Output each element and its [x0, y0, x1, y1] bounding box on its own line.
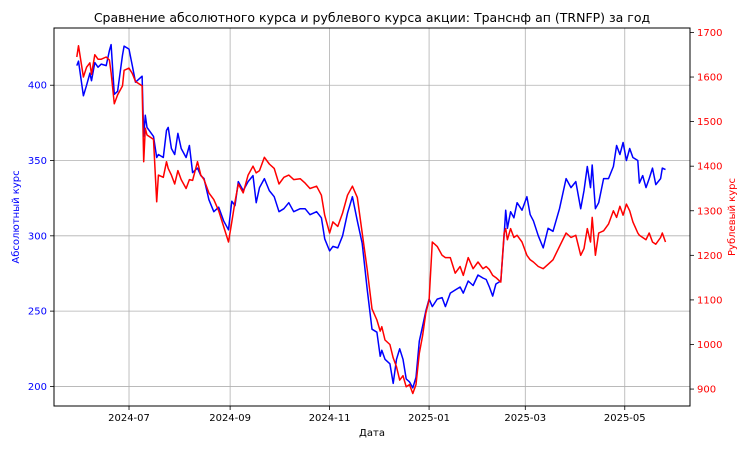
- grid-lines: [54, 28, 690, 406]
- x-axis-ticks: 2024-07 2024-09 2024-11 2025-01 2025-03 2025-…: [108, 406, 646, 424]
- right-tick-label: 1500: [697, 117, 722, 128]
- x-tick-label: 2025-05: [604, 413, 646, 424]
- left-tick-label: 400: [28, 81, 47, 92]
- left-axis-ticks: 200 250 300 350 400: [28, 81, 54, 393]
- right-tick-label: 1600: [697, 73, 722, 84]
- ruble-price-line: [76, 45, 667, 395]
- left-tick-label: 300: [28, 231, 47, 242]
- right-axis-label: Рублевый курс: [727, 178, 738, 256]
- x-axis-label: Дата: [359, 428, 385, 439]
- right-tick-label: 900: [697, 385, 716, 396]
- x-tick-label: 2025-03: [504, 413, 546, 424]
- x-tick-label: 2025-01: [408, 413, 450, 424]
- x-tick-label: 2024-09: [209, 413, 251, 424]
- right-tick-label: 1700: [697, 28, 722, 39]
- right-axis-ticks: 900 1000 1100 1200 1300 1400 1500 1600 1700: [690, 28, 722, 396]
- right-tick-label: 1100: [697, 295, 722, 306]
- right-tick-label: 1200: [697, 251, 722, 262]
- left-tick-label: 350: [28, 156, 47, 167]
- right-tick-label: 1300: [697, 206, 722, 217]
- right-tick-label: 1000: [697, 340, 722, 351]
- x-tick-label: 2024-07: [108, 413, 150, 424]
- series-lines: [76, 43, 667, 395]
- chart-title: Сравнение абсолютного курса и рублевого …: [94, 10, 650, 25]
- left-tick-label: 250: [28, 307, 47, 318]
- absolute-price-line: [76, 43, 666, 389]
- x-tick-label: 2024-11: [309, 413, 351, 424]
- left-tick-label: 200: [28, 382, 47, 393]
- left-axis-label: Абсолютный курс: [11, 170, 22, 263]
- right-tick-label: 1400: [697, 162, 722, 173]
- plot-frame: [53, 27, 691, 407]
